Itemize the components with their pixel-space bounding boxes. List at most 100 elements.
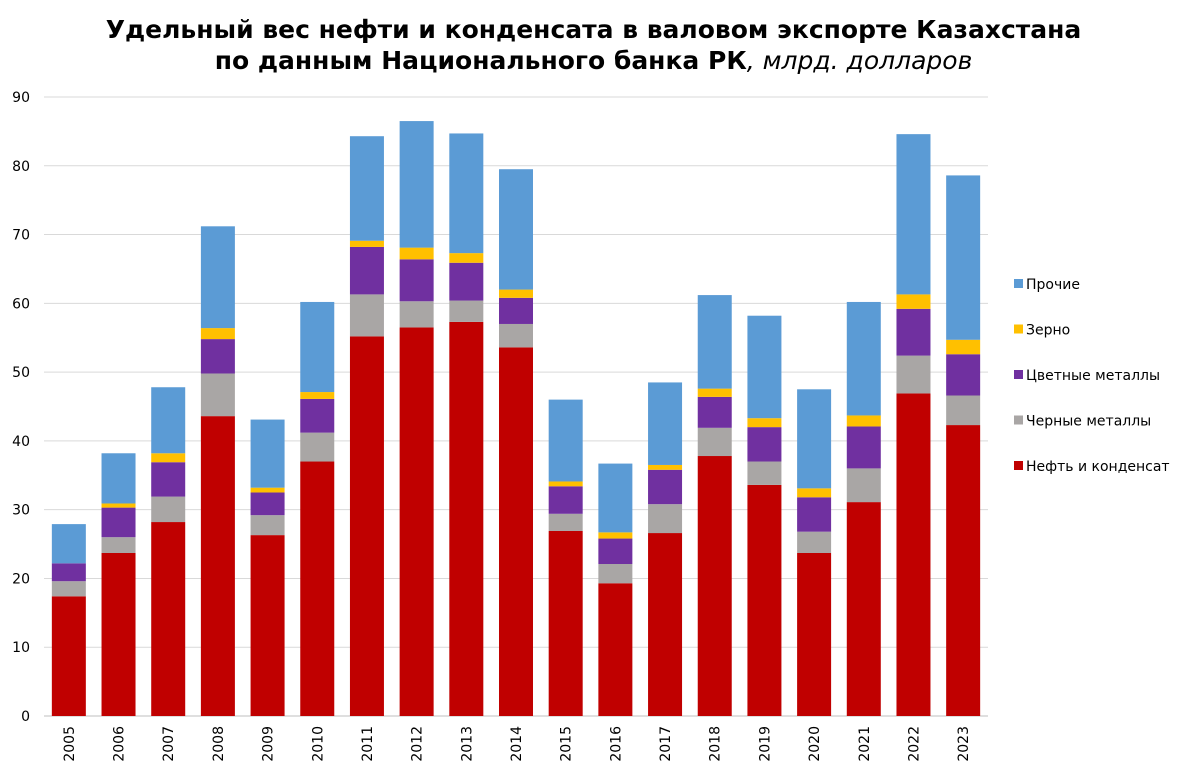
bar-segment-2022-3 xyxy=(896,294,931,309)
bar-segment-2013-2 xyxy=(449,262,484,301)
bar-segment-2018-4 xyxy=(697,295,732,389)
x-tick-label: 2022 xyxy=(906,726,922,762)
x-tick-label: 2016 xyxy=(608,726,624,762)
x-tick-label: 2020 xyxy=(807,726,823,762)
bar-segment-2009-0 xyxy=(250,535,285,716)
bar-segment-2021-2 xyxy=(846,426,881,469)
x-tick-label: 2012 xyxy=(410,726,426,762)
chart-title-line1: Удельный вес нефти и конденсата в валово… xyxy=(105,15,1082,44)
x-tick-label: 2014 xyxy=(509,726,525,762)
bar-segment-2005-0 xyxy=(51,596,86,716)
bar-segment-2018-3 xyxy=(697,388,732,397)
bar-segment-2009-4 xyxy=(250,419,285,488)
bar-segment-2011-3 xyxy=(349,240,384,247)
x-tick-label: 2006 xyxy=(112,726,128,762)
legend-swatch xyxy=(1014,279,1023,288)
bar-segment-2020-3 xyxy=(797,488,832,498)
chart-title-line2-bold: по данным Национального банка РК xyxy=(214,46,747,75)
bar-segment-2015-1 xyxy=(548,513,583,531)
bar-segment-2010-4 xyxy=(300,301,335,393)
bar-segment-2014-0 xyxy=(499,347,533,716)
bar-segment-2019-1 xyxy=(747,461,782,485)
legend-swatch xyxy=(1014,370,1023,379)
bar-segment-2016-2 xyxy=(598,538,633,565)
bar-segment-2006-2 xyxy=(101,507,136,538)
x-tick-label: 2017 xyxy=(658,726,674,762)
bar-segment-2022-1 xyxy=(896,355,931,394)
y-tick-label: 90 xyxy=(12,90,30,106)
bar-segment-2010-3 xyxy=(300,392,335,399)
legend-label: Прочие xyxy=(1026,277,1080,293)
y-tick-label: 80 xyxy=(12,159,30,175)
y-tick-label: 40 xyxy=(12,434,30,450)
bar-segment-2018-0 xyxy=(697,456,732,716)
bar-segment-2019-2 xyxy=(747,427,782,462)
bar-segment-2017-1 xyxy=(648,504,683,534)
bar-segment-2023-4 xyxy=(946,175,981,340)
y-tick-label: 70 xyxy=(12,228,30,244)
bar-segment-2019-4 xyxy=(747,315,782,419)
bar-segment-2008-1 xyxy=(200,373,235,417)
bar-segment-2016-1 xyxy=(598,564,633,584)
legend-label: Цветные металлы xyxy=(1026,368,1160,384)
bar-segment-2011-4 xyxy=(349,136,384,241)
bar-segment-2013-4 xyxy=(449,133,484,254)
y-tick-label: 0 xyxy=(21,709,30,725)
bar-segment-2007-0 xyxy=(151,522,186,716)
x-tick-label: 2018 xyxy=(708,726,724,762)
bar-segment-2021-0 xyxy=(846,502,881,716)
bar-segment-2016-0 xyxy=(598,583,633,716)
x-tick-label: 2008 xyxy=(211,726,227,762)
bar-segment-2009-1 xyxy=(250,515,285,536)
legend-label: Зерно xyxy=(1026,323,1070,339)
bar-segment-2006-1 xyxy=(101,537,136,553)
bar-segment-2012-3 xyxy=(399,247,434,260)
bar-segment-2020-0 xyxy=(797,552,832,716)
bar-segment-2013-1 xyxy=(449,300,484,322)
legend: Прочие Зерно Цветные металлы Черные металлы… xyxy=(1014,277,1170,475)
bar-segment-2021-3 xyxy=(846,415,881,427)
bars xyxy=(51,121,981,716)
bar-segment-2017-4 xyxy=(648,382,683,465)
bar-segment-2020-1 xyxy=(797,531,832,553)
bar-segment-2013-3 xyxy=(449,253,484,263)
chart-title: Удельный вес нефти и конденсата в валово… xyxy=(0,14,1187,76)
bar-segment-2008-0 xyxy=(200,416,235,716)
bar-segment-2015-0 xyxy=(548,530,583,716)
legend-swatch xyxy=(1014,461,1023,470)
bar-segment-2006-0 xyxy=(101,552,136,716)
x-tick-label: 2007 xyxy=(161,726,177,762)
bar-segment-2016-3 xyxy=(598,532,633,539)
bar-segment-2020-4 xyxy=(797,389,832,489)
bar-segment-2019-0 xyxy=(747,484,782,716)
y-axis: 0 10 20 30 40 50 60 70 80 90 xyxy=(12,90,30,725)
y-tick-label: 10 xyxy=(12,640,30,656)
bar-segment-2018-1 xyxy=(697,427,732,457)
x-tick-label: 2019 xyxy=(757,726,773,762)
bar-segment-2010-0 xyxy=(300,461,335,716)
legend-label: Нефть и конденсат xyxy=(1026,459,1170,475)
bar-segment-2010-2 xyxy=(300,398,335,433)
bar-segment-2013-0 xyxy=(449,321,484,716)
bar-segment-2007-2 xyxy=(151,462,186,497)
bar-segment-2011-1 xyxy=(349,294,384,337)
bar-segment-2015-3 xyxy=(548,481,583,487)
bar-segment-2017-0 xyxy=(648,533,683,716)
bar-segment-2012-4 xyxy=(399,121,434,248)
bar-segment-2005-1 xyxy=(51,581,86,597)
y-tick-label: 60 xyxy=(12,296,30,312)
y-tick-label: 50 xyxy=(12,365,30,381)
bar-segment-2006-4 xyxy=(101,453,136,504)
bar-segment-2016-4 xyxy=(598,463,633,533)
bar-segment-2012-2 xyxy=(399,259,434,302)
bar-segment-2012-1 xyxy=(399,301,434,328)
x-tick-label: 2009 xyxy=(261,726,277,762)
bar-segment-2006-3 xyxy=(101,503,136,508)
bar-segment-2010-1 xyxy=(300,432,335,462)
bar-segment-2023-2 xyxy=(946,354,981,396)
bar-segment-2008-3 xyxy=(200,328,235,340)
bar-segment-2022-0 xyxy=(896,393,931,716)
x-tick-label: 2005 xyxy=(62,726,78,762)
bar-segment-2008-2 xyxy=(200,339,235,374)
